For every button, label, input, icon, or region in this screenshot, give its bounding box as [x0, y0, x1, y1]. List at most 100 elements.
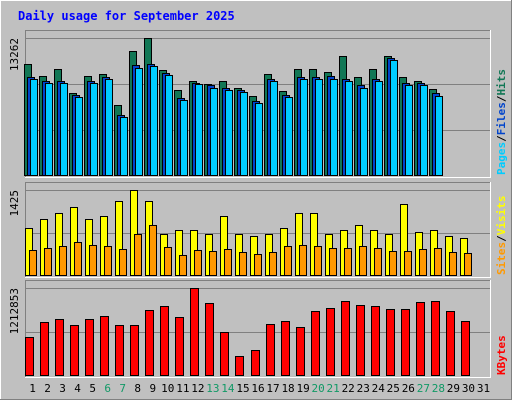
bar-pages-day-22	[345, 81, 353, 176]
x-tick-label: 30	[462, 382, 475, 395]
bar-pages-day-12	[195, 84, 203, 176]
bar-pages-day-14	[225, 90, 233, 176]
bar-pages-day-3	[60, 83, 68, 176]
chart-title: Daily usage for September 2025	[18, 9, 235, 23]
bar-kbytes-day-24	[371, 306, 380, 376]
series-pages	[30, 60, 443, 176]
legend-files: Files	[495, 102, 508, 135]
bar-kbytes-day-15	[235, 356, 244, 376]
x-tick-label: 14	[221, 382, 235, 395]
bar-pages-day-18	[285, 97, 293, 176]
bar-pages-day-1	[30, 79, 38, 176]
x-tick-label: 27	[417, 382, 430, 395]
bar-kbytes-day-9	[145, 310, 154, 376]
x-tick-label: 19	[296, 382, 309, 395]
bar-kbytes-day-13	[205, 303, 214, 376]
bar-sites-day-12	[194, 250, 202, 276]
bar-sites-day-2	[44, 248, 52, 276]
bar-sites-day-1	[29, 250, 37, 276]
bar-kbytes-day-30	[461, 321, 470, 376]
x-tick-label: 22	[342, 382, 355, 395]
panel-3: 1212853 KBytes	[8, 280, 508, 378]
bar-pages-day-19	[300, 79, 308, 176]
bar-sites-day-15	[239, 252, 247, 276]
y-max-label: 1425	[8, 190, 21, 217]
bar-sites-day-24	[374, 248, 382, 276]
bar-sites-day-14	[224, 249, 232, 276]
bar-pages-day-5	[90, 83, 98, 176]
x-tick-label: 15	[236, 382, 249, 395]
y-max-label: 1212853	[8, 288, 21, 334]
chart-panels: 13262Pages/Files/Hits1425Sites/Visits121…	[8, 30, 508, 378]
bar-sites-day-9	[149, 225, 157, 276]
x-tick-label: 17	[266, 382, 279, 395]
bar-pages-day-15	[240, 92, 248, 176]
bar-pages-day-16	[255, 103, 263, 176]
bar-pages-day-13	[210, 88, 218, 176]
bar-kbytes-day-12	[190, 288, 199, 376]
bar-pages-day-11	[180, 100, 188, 176]
bar-sites-day-17	[269, 252, 277, 276]
bar-kbytes-day-23	[356, 305, 365, 376]
x-tick-label: 29	[447, 382, 460, 395]
bar-sites-day-25	[389, 251, 397, 276]
bar-kbytes-day-29	[446, 311, 455, 376]
bar-kbytes-day-20	[311, 311, 320, 376]
bar-kbytes-day-21	[326, 308, 335, 376]
panel-2: 1425 Sites/Visits	[8, 182, 508, 278]
bar-kbytes-day-18	[281, 321, 290, 376]
legend-visits: Visits	[495, 196, 508, 236]
bar-kbytes-day-3	[55, 319, 64, 376]
x-tick-label: 4	[74, 382, 81, 395]
bar-sites-day-4	[74, 242, 82, 276]
x-tick-label: 18	[281, 382, 294, 395]
bar-kbytes-day-26	[401, 309, 410, 376]
bar-sites-day-22	[344, 248, 352, 276]
bar-sites-day-13	[209, 251, 217, 276]
x-tick-label: 20	[312, 382, 325, 395]
bar-kbytes-day-8	[130, 325, 139, 376]
x-tick-label: 3	[59, 382, 66, 395]
legend-pages: Pages	[495, 142, 508, 175]
panel-legend: Pages/Files/Hits	[495, 69, 508, 175]
x-tick-label: 12	[191, 382, 204, 395]
bar-pages-day-25	[390, 60, 398, 176]
bar-sites-day-29	[449, 252, 457, 276]
legend-sites: Sites	[495, 242, 508, 275]
bar-sites-day-20	[314, 246, 322, 276]
bar-sites-day-27	[419, 249, 427, 276]
bar-pages-day-6	[105, 79, 113, 176]
series-kbytes	[25, 288, 470, 376]
x-tick-label: 26	[402, 382, 415, 395]
bar-sites-day-19	[299, 245, 307, 276]
bar-kbytes-day-14	[220, 332, 229, 376]
bar-kbytes-day-28	[431, 301, 440, 376]
bar-kbytes-day-25	[386, 309, 395, 376]
bar-pages-day-23	[360, 88, 368, 176]
bar-pages-day-8	[135, 68, 143, 176]
bar-kbytes-day-7	[115, 325, 124, 376]
bar-kbytes-day-10	[160, 306, 169, 376]
bar-sites-day-21	[329, 248, 337, 276]
panel-legend: KBytes	[495, 335, 508, 375]
bar-sites-day-5	[89, 245, 97, 276]
x-tick-label: 13	[206, 382, 219, 395]
bar-kbytes-day-4	[70, 325, 79, 376]
bar-pages-day-27	[420, 85, 428, 176]
bar-kbytes-day-5	[85, 319, 94, 376]
bar-sites-day-7	[119, 249, 127, 276]
bar-sites-day-8	[134, 234, 142, 276]
x-tick-label: 28	[432, 382, 445, 395]
x-tick-label: 11	[176, 382, 189, 395]
bar-pages-day-17	[270, 81, 278, 176]
x-tick-label: 6	[104, 382, 111, 395]
bar-pages-day-21	[330, 79, 338, 176]
bar-sites-day-26	[404, 251, 412, 276]
bar-sites-day-11	[179, 255, 187, 276]
bar-sites-day-30	[464, 253, 472, 276]
x-tick-label: 5	[89, 382, 96, 395]
bar-pages-day-7	[120, 117, 128, 176]
bar-sites-day-16	[254, 254, 262, 276]
bar-kbytes-day-1	[25, 337, 34, 376]
